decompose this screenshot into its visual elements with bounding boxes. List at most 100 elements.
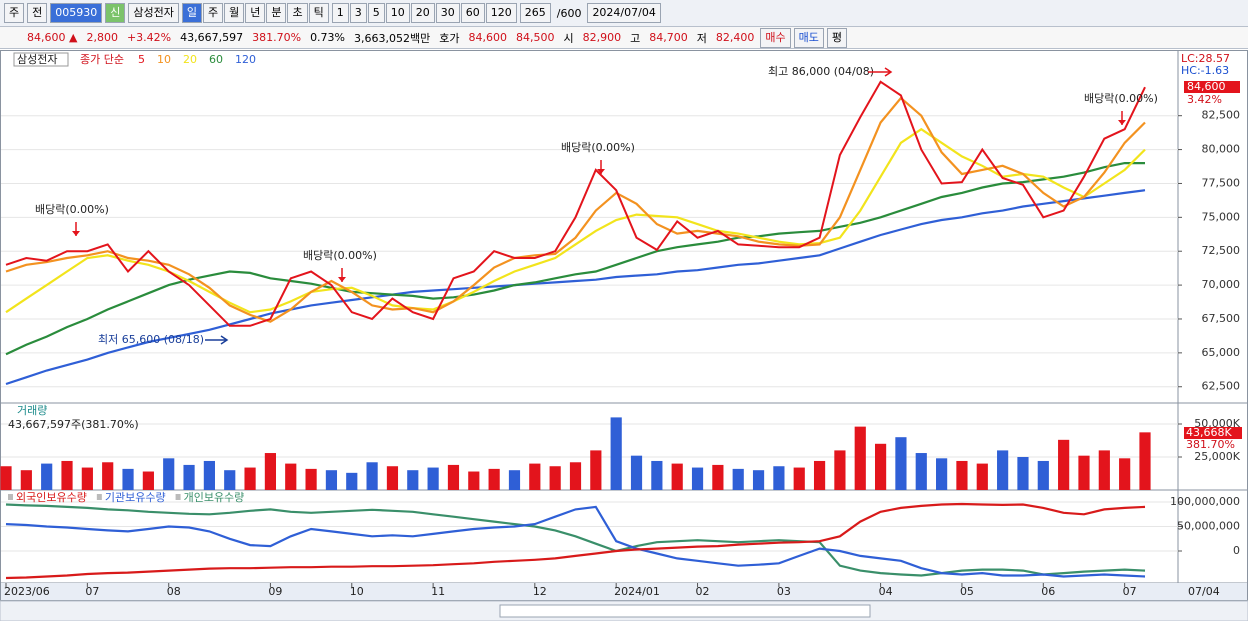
volume-bar [163, 458, 175, 490]
count[interactable]: 265 [519, 3, 551, 23]
period-button[interactable]: 분 [266, 3, 287, 23]
sell[interactable]: 매도 [793, 27, 824, 48]
period-button[interactable]: 주 [202, 3, 224, 23]
interval-button[interactable]: 60 [460, 3, 485, 23]
volume-bar [264, 453, 277, 490]
x-tick-label: 11 [431, 585, 445, 598]
legend-entry: 5 [138, 53, 145, 66]
series-line [5, 502, 1146, 580]
scroll-thumb[interactable] [499, 604, 871, 618]
volume-bar [0, 466, 12, 490]
hc-label: HC:-1.63 [1181, 64, 1229, 77]
last-change: 3.42% [1187, 93, 1222, 106]
volume-bar [61, 460, 73, 490]
info-bar: 84,600 ▲ 2,800 +3.42% 43,667,597 381.70%… [0, 27, 1248, 49]
period-button[interactable]: 년 [245, 3, 266, 23]
y-tick-label: 100,000,000 [1170, 495, 1240, 508]
low-label: 저 [696, 31, 707, 45]
interval-button[interactable]: 3 [349, 3, 367, 23]
period-button[interactable]: 틱 [308, 3, 329, 23]
volume-bar [1139, 432, 1151, 490]
stock-name[interactable]: 삼성전자 [128, 3, 179, 23]
interval-button[interactable]: 20 [410, 3, 435, 23]
volume-bar [203, 460, 215, 490]
interval-button[interactable]: 120 [485, 3, 517, 23]
volume-bar [1098, 450, 1110, 490]
series-line [5, 162, 1145, 356]
volume-bar [752, 470, 765, 490]
series-line [5, 189, 1146, 386]
avg[interactable]: 평 [826, 27, 847, 48]
interval-button[interactable]: 5 [367, 3, 385, 23]
y-tick-label: 62,500 [1202, 380, 1241, 393]
legend-prefix: 종가 단순 [80, 53, 124, 66]
y-tick-label: 0 [1233, 544, 1240, 557]
dividend-annotation: 배당락(0.00%) [303, 249, 377, 262]
legend-entry: 개인보유수량 [184, 491, 245, 504]
price: 84,600 ▲ [27, 31, 78, 44]
badge: 신 [105, 3, 126, 23]
volume-rate: 381.70% [252, 31, 302, 44]
last-price-box [1184, 81, 1240, 93]
last-volume: 43,668K [1186, 426, 1232, 439]
lc-label: LC:28.57 [1181, 52, 1230, 65]
legend-entry: 10 [157, 53, 171, 66]
series-line [5, 505, 1146, 578]
period-button[interactable]: 초 [287, 3, 308, 23]
high: 84,700 [649, 31, 688, 44]
legend-box [13, 52, 69, 67]
date[interactable]: 2024/07/04 [587, 3, 661, 23]
ask: 84,600 [468, 31, 508, 44]
volume-bar [1037, 460, 1049, 490]
volume-bar [569, 462, 582, 490]
volume-bar [81, 467, 93, 490]
volume-bar [936, 458, 948, 490]
buy[interactable]: 매수 [760, 27, 791, 48]
y-tick-label: 25,000K [1194, 450, 1240, 463]
series-line [5, 127, 1146, 314]
volume-bar [874, 443, 887, 490]
volume-bar [732, 468, 744, 490]
y-tick-label: 65,000 [1202, 346, 1241, 359]
volume-bar [1119, 458, 1131, 490]
stock-title: 삼성전자 [17, 53, 57, 66]
period-button[interactable]: 월 [224, 3, 245, 23]
legend-entry: 20 [183, 53, 197, 66]
x-tick-label: 09 [268, 585, 282, 598]
volume-bar [468, 471, 480, 490]
high-arrow [868, 67, 893, 77]
rate: +3.42% [126, 31, 172, 44]
x-tick-label: 08 [167, 585, 181, 598]
volume-bar [793, 467, 805, 490]
volume-bar [651, 460, 663, 490]
compare[interactable]: 전 [27, 3, 48, 23]
volume-bar [854, 426, 866, 490]
series-line [5, 503, 1146, 577]
period-button[interactable]: 일 [181, 3, 202, 23]
dividend-annotation: 배당락(0.00%) [1084, 92, 1158, 105]
volume-bar [813, 460, 826, 490]
stock-code[interactable]: 005930 [50, 3, 103, 23]
interval-button[interactable]: 10 [385, 3, 410, 23]
volume-bar [630, 455, 643, 490]
volume-bar [366, 462, 378, 490]
annotation-arrowhead [597, 169, 605, 174]
legend-swatch [96, 494, 102, 500]
last-price: 84,600 [1187, 80, 1226, 93]
interval-button[interactable]: 30 [435, 3, 460, 23]
volume-bar [549, 466, 561, 490]
y-tick-label: 72,500 [1202, 244, 1241, 257]
market[interactable]: 주 [4, 3, 25, 23]
legend-entry: 120 [235, 53, 256, 66]
interval-button[interactable]: 1 [331, 3, 349, 23]
legend-entry: 외국인보유수량 [16, 491, 87, 504]
volume-bar [691, 467, 704, 490]
volume-bar [224, 470, 236, 490]
x-end-label: 07/04 [1188, 585, 1220, 598]
y-tick-label: 50,000,000 [1177, 520, 1240, 533]
volume-bar [346, 472, 358, 490]
high-label: 고 [630, 31, 641, 45]
volume-bar [1058, 439, 1070, 490]
